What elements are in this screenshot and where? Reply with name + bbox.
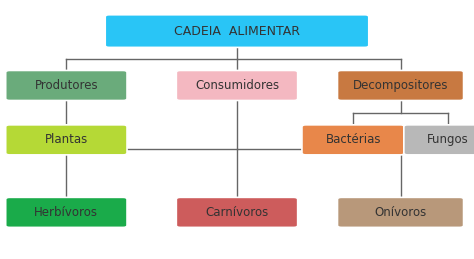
FancyBboxPatch shape (176, 197, 298, 227)
Text: Consumidores: Consumidores (195, 79, 279, 92)
FancyBboxPatch shape (6, 125, 127, 155)
Text: Bactérias: Bactérias (325, 133, 381, 146)
FancyBboxPatch shape (6, 197, 127, 227)
Text: Herbívoros: Herbívoros (34, 206, 99, 219)
Text: CADEIA  ALIMENTAR: CADEIA ALIMENTAR (174, 25, 300, 38)
Text: Onívoros: Onívoros (374, 206, 427, 219)
FancyBboxPatch shape (6, 70, 127, 100)
FancyBboxPatch shape (176, 70, 298, 100)
FancyBboxPatch shape (337, 197, 464, 227)
Text: Decompositores: Decompositores (353, 79, 448, 92)
FancyBboxPatch shape (404, 125, 474, 155)
FancyBboxPatch shape (302, 125, 404, 155)
Text: Carnívoros: Carnívoros (205, 206, 269, 219)
Text: Plantas: Plantas (45, 133, 88, 146)
FancyBboxPatch shape (105, 15, 369, 47)
Text: Produtores: Produtores (35, 79, 98, 92)
Text: Fungos: Fungos (427, 133, 469, 146)
FancyBboxPatch shape (337, 70, 464, 100)
